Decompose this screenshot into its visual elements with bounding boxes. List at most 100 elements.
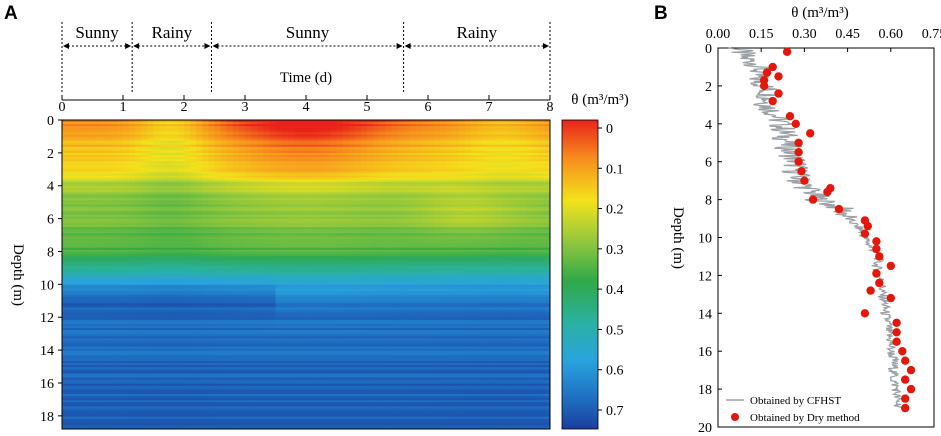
heatmap-cell [153, 235, 161, 239]
heatmap-cell [306, 206, 313, 210]
heatmap-cell [391, 187, 399, 191]
heatmap-cell [489, 214, 496, 218]
heatmap-cell [373, 150, 380, 154]
heatmap-cell [159, 194, 167, 197]
heatmap-cell [476, 171, 484, 175]
heatmap-cell [482, 212, 490, 216]
heatmap-cell [80, 146, 87, 150]
heatmap-cell [318, 155, 325, 158]
heatmap-cell [324, 161, 331, 164]
heatmap-cell [116, 192, 124, 195]
heatmap-cell [397, 227, 405, 230]
heatmap-cell [68, 190, 75, 193]
heatmap-cell [153, 239, 161, 243]
heatmap-cell [245, 130, 252, 133]
heatmap-cell [80, 192, 87, 195]
heatmap-cell [489, 194, 496, 197]
heatmap-cell [391, 208, 399, 212]
heatmap-cell [385, 241, 392, 245]
heatmap-cell [214, 148, 222, 152]
heatmap-cell [287, 204, 295, 208]
heatmap-cell [324, 126, 331, 129]
heatmap-cell [531, 200, 539, 203]
heatmap-cell [220, 239, 228, 243]
heatmap-cell [299, 185, 307, 189]
heatmap-cell [434, 231, 441, 234]
heatmap-cell [232, 144, 240, 148]
heatmap-cell [470, 235, 478, 239]
heatmap-cell [482, 239, 490, 243]
heatmap-cell [202, 146, 209, 150]
heatmap-cell [232, 122, 240, 125]
heatmap-cell [537, 200, 545, 203]
heatmap-cell [220, 214, 228, 218]
heatmap-cell [275, 194, 283, 197]
heatmap-cell [184, 175, 191, 179]
heatmap-cell [464, 173, 472, 177]
heatmap-cell [489, 120, 496, 123]
heatmap-cell [482, 165, 490, 168]
heatmap-cell [543, 208, 550, 212]
heatmap-cell [391, 185, 399, 189]
heatmap-cell [165, 159, 173, 162]
heatmap-cell [263, 187, 270, 191]
heatmap-cell [330, 126, 338, 129]
heatmap-cell [269, 167, 277, 171]
heatmap-cell [470, 200, 478, 203]
heatmap-cell [367, 202, 374, 206]
heatmap-cell [397, 233, 405, 236]
heatmap-cell [153, 214, 161, 218]
heatmap-cell [184, 223, 191, 226]
heatmap-cell [464, 126, 472, 129]
heatmap-cell [489, 136, 496, 140]
heatmap-cell [342, 169, 350, 173]
heatmap-cell [470, 122, 478, 125]
heatmap-cell [190, 206, 197, 210]
heatmap-cell [104, 136, 112, 140]
heatmap-cell [543, 187, 550, 191]
heatmap-cell [299, 223, 307, 226]
heatmap-cell [452, 216, 460, 220]
heatmap-cell [92, 194, 100, 197]
heatmap-cell [98, 214, 106, 218]
heatmap-cell [196, 190, 203, 193]
heatmap-cell [220, 183, 228, 187]
heatmap-cell [153, 212, 161, 216]
heatmap-cell [129, 167, 136, 171]
heatmap-cell [501, 237, 508, 241]
heatmap-cell [92, 233, 100, 236]
heatmap-cell [501, 185, 508, 189]
heatmap-cell [446, 155, 453, 158]
heatmap-cell [153, 237, 161, 241]
heatmap-cell [293, 216, 301, 220]
heatmap-cell [318, 144, 325, 148]
heatmap-cell [312, 198, 319, 201]
heatmap-cell [196, 183, 203, 187]
heatmap-cell [62, 171, 69, 175]
heatmap-cell [147, 210, 155, 214]
heatmap-cell [476, 167, 484, 171]
heatmap-cell [324, 150, 331, 154]
heatmap-cell [190, 208, 197, 212]
heatmap-cell [421, 243, 429, 247]
heatmap-cell [257, 173, 264, 177]
heatmap-cell [226, 171, 234, 175]
heatmap-cell [531, 150, 539, 154]
heatmap-cell [434, 241, 441, 245]
heatmap-cell [531, 120, 539, 123]
heatmap-cell [299, 192, 307, 195]
heatmap-cell [104, 220, 112, 224]
heatmap-cell [202, 138, 209, 142]
heatmap-cell [74, 150, 81, 154]
heatmap-cell [476, 146, 484, 150]
heatmap-cell [537, 148, 545, 152]
heatmap-cell [226, 194, 234, 197]
heatmap-cell [245, 136, 252, 140]
heatmap-cell [251, 194, 258, 197]
heatmap-cell [74, 245, 81, 249]
heatmap-cell [220, 204, 228, 208]
heatmap-cell [464, 231, 472, 234]
heatmap-cell [379, 150, 386, 154]
heatmap-cell [367, 167, 374, 171]
heatmap-cell [379, 148, 386, 152]
